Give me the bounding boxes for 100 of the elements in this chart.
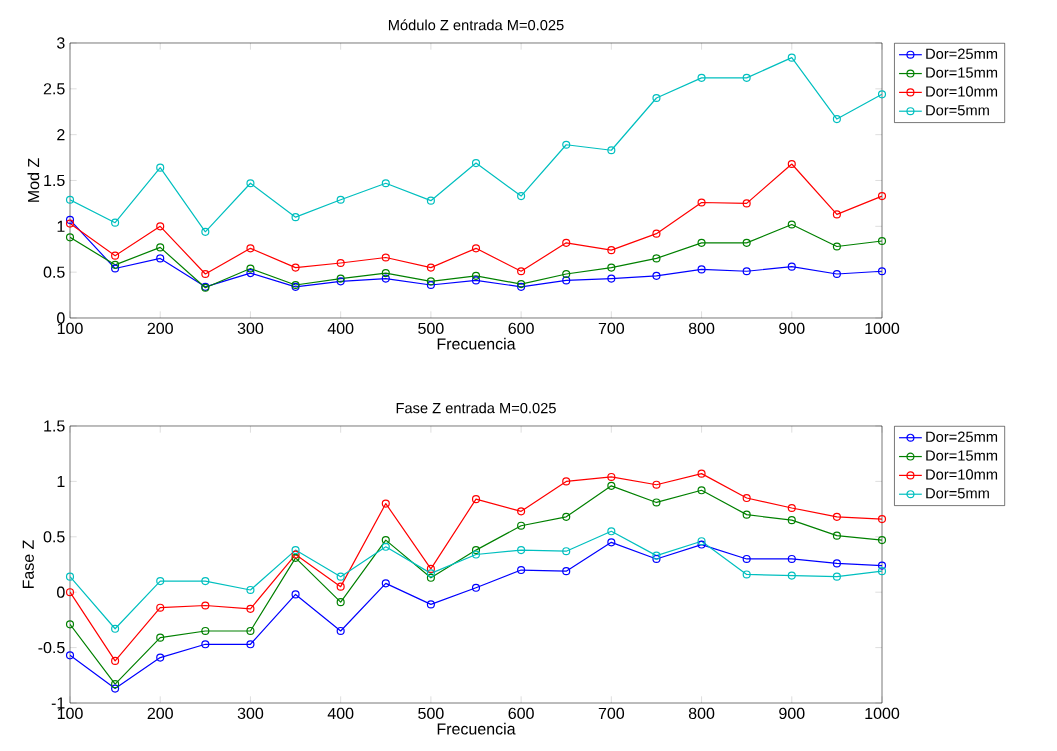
point: [697, 198, 706, 207]
point: [246, 244, 255, 253]
point: [291, 546, 300, 555]
point: [201, 601, 210, 610]
point: [336, 598, 345, 607]
point: [246, 269, 255, 278]
point: [877, 561, 887, 570]
point: [652, 554, 661, 564]
point: [787, 262, 796, 271]
point: [607, 263, 616, 272]
point: [787, 220, 796, 229]
point: [201, 577, 210, 586]
point: [111, 680, 120, 689]
point: [787, 516, 796, 525]
point: [65, 215, 75, 224]
point: [246, 604, 255, 613]
point: [652, 551, 661, 560]
point: [201, 640, 210, 649]
x-tick-label: 300: [237, 707, 264, 720]
y-tick-label: 1: [57, 220, 65, 232]
chart-title: Módulo Z entrada M=0.025: [388, 19, 564, 31]
point: [156, 577, 165, 586]
x-tick-label: 700: [598, 322, 625, 335]
point: [426, 263, 435, 272]
point: [156, 163, 165, 172]
point: [156, 254, 165, 263]
y-tick-label: 0.5: [43, 266, 65, 278]
point: [832, 115, 841, 124]
point: [607, 481, 616, 490]
x-tick-label: 100: [57, 707, 83, 720]
point: [832, 531, 841, 540]
y-tick-label: 0: [57, 312, 65, 324]
point: [697, 265, 706, 274]
point: [65, 588, 75, 597]
point: [787, 554, 796, 564]
legend-label: Dor=25mm: [926, 48, 998, 59]
point: [156, 243, 165, 252]
point: [832, 572, 841, 581]
point: [877, 267, 887, 276]
x-tick-label: 1000: [865, 322, 900, 335]
y-tick-label: 2.5: [43, 83, 65, 95]
point: [877, 236, 887, 246]
x-tick-label: 300: [237, 322, 264, 335]
x-tick-label: 400: [327, 322, 354, 335]
point: [652, 229, 661, 238]
point: [381, 499, 390, 508]
point: [336, 258, 345, 268]
point: [246, 264, 255, 273]
x-tick-label: 900: [779, 322, 805, 335]
point: [381, 536, 390, 545]
y-tick-label: 2: [57, 129, 65, 141]
point: [381, 179, 390, 188]
point: [652, 254, 661, 263]
point: [111, 684, 120, 693]
point: [65, 620, 75, 629]
point: [156, 633, 165, 642]
y-tick-label: 0: [57, 586, 65, 598]
x-tick-label: 500: [418, 322, 444, 335]
x-tick-label: 700: [598, 707, 625, 720]
point: [562, 140, 571, 149]
y-axis-title: Fase Z: [22, 540, 34, 589]
point: [517, 267, 526, 276]
point: [381, 579, 390, 588]
point: [832, 559, 841, 568]
point: [426, 569, 435, 578]
y-axis-title: Mod Z: [27, 158, 40, 202]
point: [471, 159, 481, 168]
point: [742, 73, 751, 82]
point: [742, 267, 751, 276]
x-tick-label: 400: [327, 707, 354, 720]
point: [156, 653, 165, 662]
point: [65, 219, 75, 228]
point: [336, 195, 345, 204]
point: [65, 572, 75, 581]
point: [607, 274, 616, 283]
point: [426, 573, 435, 582]
chart-title: Fase Z entrada M=0.025: [396, 402, 556, 414]
point: [111, 218, 120, 227]
point: [246, 585, 255, 595]
point: [65, 195, 75, 204]
point: [381, 542, 390, 551]
point: [426, 277, 435, 286]
point: [291, 590, 300, 599]
point: [156, 603, 165, 612]
point: [607, 527, 616, 536]
point: [65, 651, 75, 660]
y-tick-label: 3: [57, 37, 65, 49]
point: [471, 276, 481, 285]
x-tick-label: 600: [508, 707, 534, 720]
legend-label: Dor=10mm: [926, 86, 998, 97]
point: [111, 264, 120, 273]
point: [381, 274, 390, 283]
point: [426, 600, 435, 609]
point: [426, 196, 435, 205]
point: [742, 493, 751, 503]
point: [111, 656, 120, 665]
legend-label: Dor=15mm: [926, 450, 998, 461]
point: [742, 510, 751, 519]
point: [652, 93, 661, 103]
point: [201, 227, 210, 236]
